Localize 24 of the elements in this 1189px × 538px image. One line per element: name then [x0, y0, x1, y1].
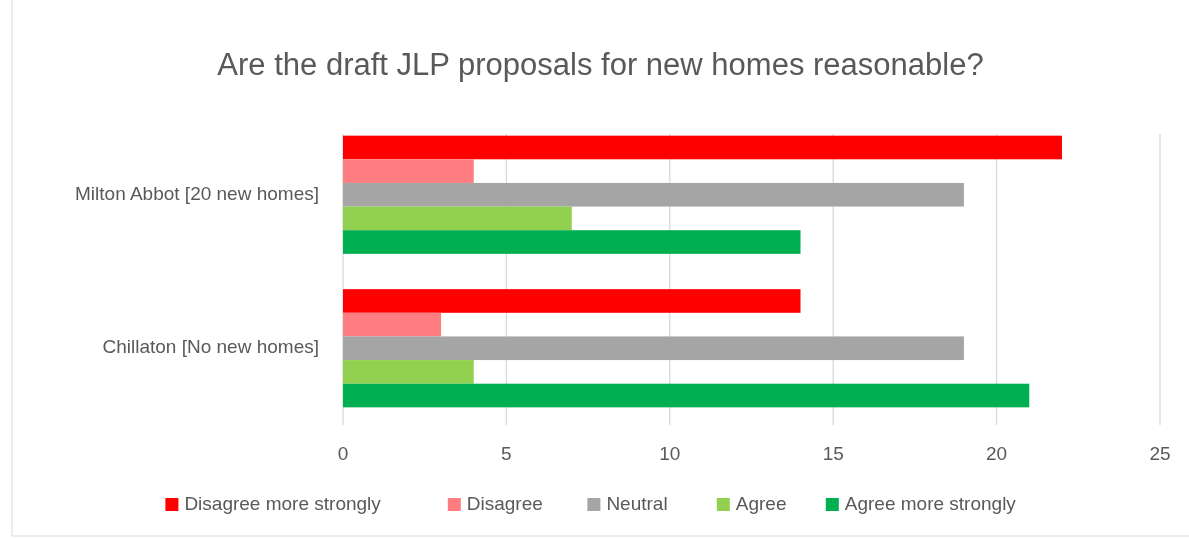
bar	[343, 230, 801, 254]
x-tick-label: 5	[501, 443, 512, 464]
legend-label: Agree more strongly	[844, 493, 1017, 515]
x-tick-label: 10	[659, 443, 681, 464]
bar	[343, 383, 1030, 408]
bar	[343, 289, 801, 313]
x-tick-label: 0	[337, 443, 349, 464]
legend-label: Agree	[735, 493, 787, 515]
bar	[343, 206, 572, 231]
x-tick-label: 20	[986, 443, 1008, 464]
bar	[343, 182, 964, 207]
legend-label: Disagree	[466, 493, 543, 515]
bar	[343, 336, 964, 361]
bar	[343, 312, 442, 337]
legend-label: Disagree more strongly	[184, 493, 382, 515]
y-tick-label: Chillaton [No new homes]	[102, 336, 319, 358]
x-tick-label: 25	[1149, 443, 1171, 464]
legend-label: Neutral	[606, 493, 668, 515]
bar	[343, 159, 474, 183]
x-tick-label: 15	[822, 443, 844, 464]
bar	[343, 135, 1062, 160]
y-tick-label: Milton Abbot [20 new homes]	[75, 182, 319, 204]
chart-title: Are the draft JLP proposals for new homes reasonable?	[217, 47, 984, 82]
bar	[343, 360, 474, 384]
